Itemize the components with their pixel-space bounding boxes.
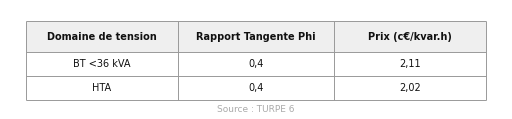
- Text: Source : TURPE 6: Source : TURPE 6: [217, 105, 295, 114]
- Bar: [334, 76, 486, 100]
- Bar: [26, 52, 178, 76]
- Bar: [26, 76, 178, 100]
- Text: Prix (c€/kvar.h): Prix (c€/kvar.h): [369, 32, 452, 42]
- Text: 2,11: 2,11: [399, 59, 421, 69]
- Text: 0,4: 0,4: [248, 59, 264, 69]
- Bar: [334, 52, 486, 76]
- Text: 0,4: 0,4: [248, 83, 264, 93]
- Bar: [178, 76, 334, 100]
- Bar: [178, 52, 334, 76]
- Text: Domaine de tension: Domaine de tension: [47, 32, 157, 42]
- Text: BT <36 kVA: BT <36 kVA: [73, 59, 131, 69]
- Text: Rapport Tangente Phi: Rapport Tangente Phi: [196, 32, 316, 42]
- Text: HTA: HTA: [92, 83, 111, 93]
- Bar: [178, 21, 334, 52]
- Bar: [334, 21, 486, 52]
- Bar: [26, 21, 178, 52]
- Text: 2,02: 2,02: [399, 83, 421, 93]
